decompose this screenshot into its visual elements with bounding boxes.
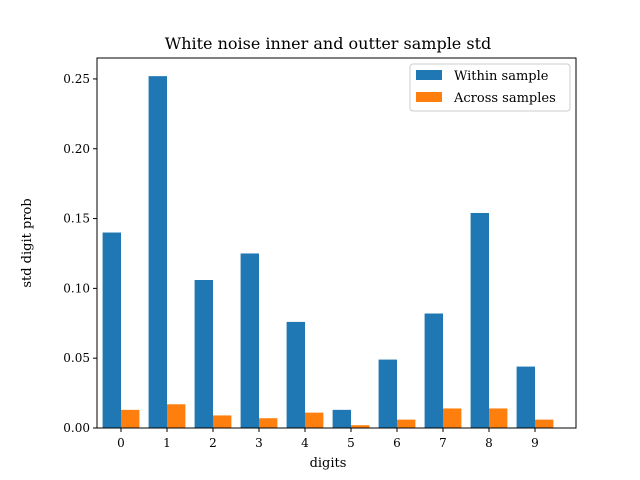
x-tick-label-7: 7 xyxy=(439,436,447,450)
bar-across-samples-6 xyxy=(397,419,416,428)
y-tick-label-0.05: 0.05 xyxy=(63,351,90,365)
x-tick-label-9: 9 xyxy=(531,436,539,450)
bar-within-sample-5 xyxy=(332,409,351,428)
y-tick-label-0.10: 0.10 xyxy=(63,281,90,295)
bar-within-sample-8 xyxy=(470,212,489,428)
x-tick-label-1: 1 xyxy=(163,436,171,450)
y-tick-label-0.15: 0.15 xyxy=(63,212,90,226)
bar-across-samples-3 xyxy=(259,418,278,428)
bar-within-sample-1 xyxy=(148,76,167,428)
y-tick-label-0.20: 0.20 xyxy=(63,142,90,156)
y-axis-label: std digit prob xyxy=(20,198,35,287)
bar-across-samples-2 xyxy=(213,415,232,428)
bar-across-samples-8 xyxy=(489,408,508,428)
y-tick-label-0.00: 0.00 xyxy=(63,421,90,435)
bar-within-sample-4 xyxy=(286,321,305,428)
x-tick-label-6: 6 xyxy=(393,436,401,450)
x-tick-label-0: 0 xyxy=(117,436,125,450)
y-axis-ticks: 0.00 0.05 0.10 0.15 0.20 0.25 xyxy=(63,72,97,435)
legend-swatch-across-samples xyxy=(416,92,442,102)
legend-label-within-sample: Within sample xyxy=(454,69,549,84)
x-axis-ticks: 0 1 2 3 4 5 6 7 8 9 xyxy=(117,428,539,450)
legend-swatch-within-sample xyxy=(416,70,442,80)
legend-label-across-samples: Across samples xyxy=(453,91,556,106)
bar-within-sample-3 xyxy=(240,253,259,428)
x-tick-label-5: 5 xyxy=(347,436,355,450)
x-tick-label-8: 8 xyxy=(485,436,493,450)
bar-across-samples-9 xyxy=(535,419,554,428)
legend-box xyxy=(409,63,571,112)
bar-within-sample-7 xyxy=(424,313,443,428)
bars-group xyxy=(102,76,554,428)
bar-within-sample-9 xyxy=(516,366,535,428)
x-tick-label-2: 2 xyxy=(209,436,217,450)
bar-across-samples-4 xyxy=(305,412,324,428)
bar-across-samples-1 xyxy=(167,404,186,428)
bar-across-samples-7 xyxy=(443,408,462,428)
legend: Within sample Across samples xyxy=(409,63,571,112)
x-axis-label: digits xyxy=(310,456,347,471)
x-tick-label-3: 3 xyxy=(255,436,263,450)
bar-across-samples-0 xyxy=(121,409,140,428)
bar-within-sample-6 xyxy=(378,359,397,428)
bar-across-samples-5 xyxy=(351,425,370,428)
bar-within-sample-0 xyxy=(102,232,121,428)
y-tick-label-0.25: 0.25 xyxy=(63,72,90,86)
bar-within-sample-2 xyxy=(194,280,213,428)
x-tick-label-4: 4 xyxy=(301,436,309,450)
chart-title: White noise inner and outter sample std xyxy=(165,34,492,53)
plot-frame xyxy=(96,57,577,429)
